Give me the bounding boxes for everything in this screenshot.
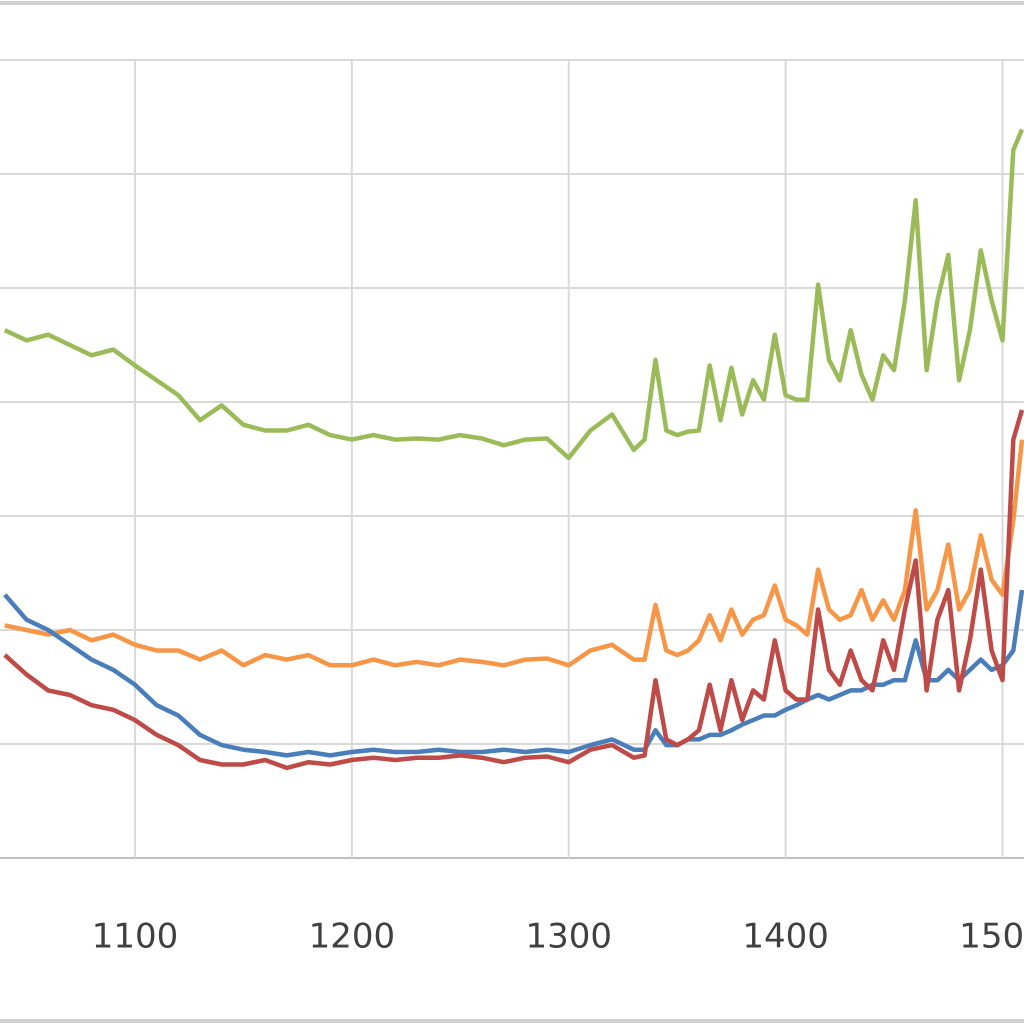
data-line: [3, 409, 1024, 771]
x-tick-label: 1500: [959, 917, 1024, 957]
data-line: [3, 589, 1024, 758]
frame-bottom: [0, 1019, 1024, 1023]
x-tick-label: 1200: [309, 917, 396, 957]
data-line: [3, 128, 1024, 461]
x-tick-label: 1400: [742, 917, 829, 957]
frame-top: [0, 1, 1024, 5]
data-line: [4, 439, 1024, 668]
x-tick-label: 1100: [92, 917, 179, 957]
x-tick-label: 1300: [525, 917, 612, 957]
